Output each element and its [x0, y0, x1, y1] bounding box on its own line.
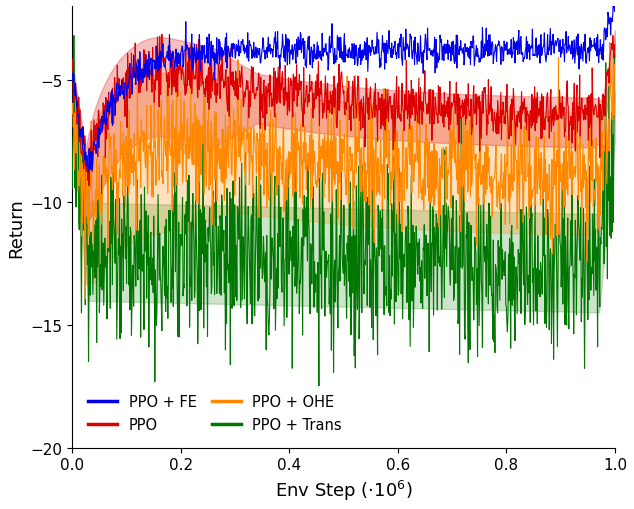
Y-axis label: Return: Return	[7, 197, 25, 257]
Legend: PPO + FE, PPO, PPO + OHE, PPO + Trans: PPO + FE, PPO, PPO + OHE, PPO + Trans	[79, 386, 351, 440]
X-axis label: Env Step ($\cdot10^6$): Env Step ($\cdot10^6$)	[275, 478, 413, 502]
